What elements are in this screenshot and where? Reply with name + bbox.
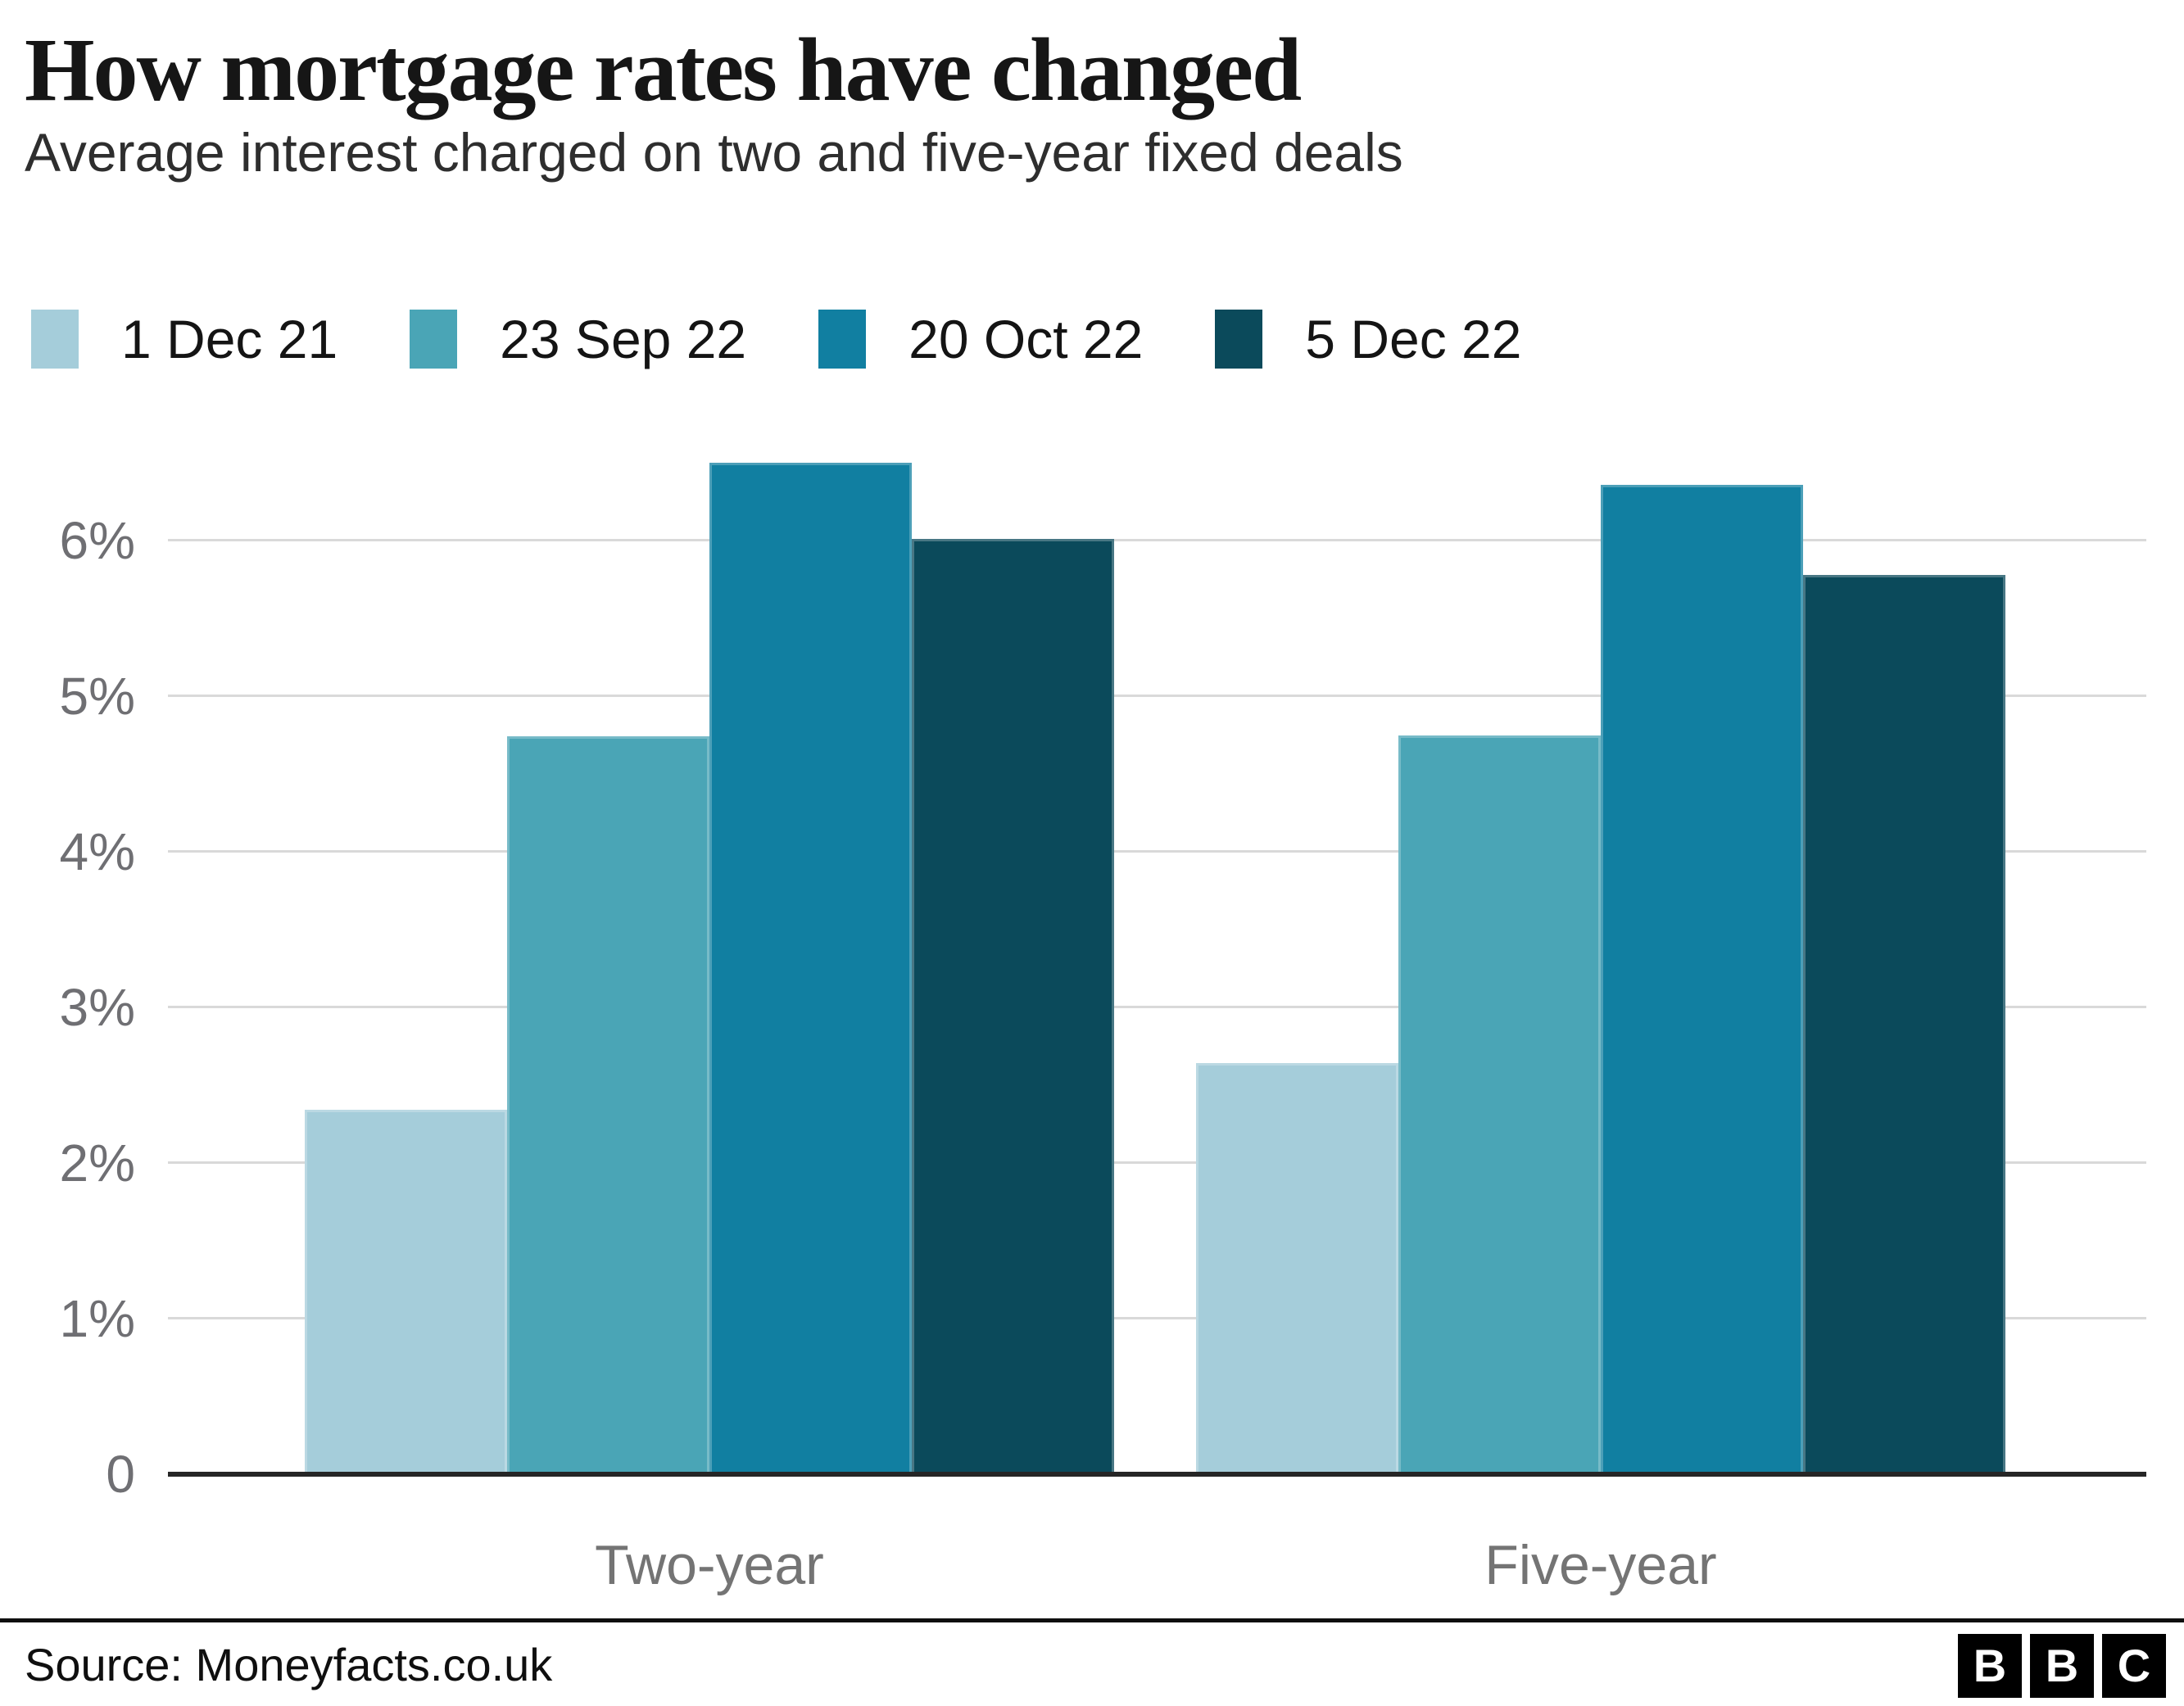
bar-five-year-20oct22 bbox=[1601, 484, 1803, 1474]
chart-subtitle: Average interest charged on two and five… bbox=[25, 122, 1403, 183]
y-tick-5pct: 5% bbox=[59, 667, 136, 726]
chart-title: How mortgage rates have changed bbox=[25, 20, 1302, 120]
footer-divider bbox=[0, 1618, 2184, 1622]
legend-swatch-20oct22 bbox=[818, 310, 867, 369]
bar-two-year-20oct22 bbox=[709, 463, 912, 1474]
legend-label-23sep22: 23 Sep 22 bbox=[500, 309, 747, 369]
bbc-logo-block-b2: B bbox=[2030, 1634, 2094, 1698]
bbc-logo-block-b1: B bbox=[1958, 1634, 2022, 1698]
y-axis-labels: 6% 5% 4% 3% 2% 1% 0 bbox=[25, 425, 136, 1500]
gridline-2pct bbox=[168, 1161, 2146, 1164]
gridline-1pct bbox=[168, 1317, 2146, 1319]
legend-item-23sep22: 23 Sep 22 bbox=[410, 308, 746, 370]
bbc-logo-letter-b1: B bbox=[1973, 1640, 2007, 1691]
legend-item-5dec22: 5 Dec 22 bbox=[1215, 308, 1521, 370]
bar-two-year-1dec21 bbox=[305, 1110, 507, 1474]
legend-swatch-23sep22 bbox=[410, 310, 458, 369]
plot-area: Two-year Five-year bbox=[168, 425, 2146, 1596]
y-tick-4pct: 4% bbox=[59, 822, 136, 881]
category-label-five-year: Five-year bbox=[1484, 1534, 1717, 1596]
bbc-logo: B B C bbox=[1958, 1634, 2166, 1698]
legend-label-1dec21: 1 Dec 21 bbox=[121, 309, 338, 369]
bbc-logo-letter-c: C bbox=[2117, 1640, 2151, 1691]
source-attribution: Source: Moneyfacts.co.uk bbox=[25, 1639, 553, 1690]
bar-five-year-23sep22 bbox=[1398, 735, 1601, 1474]
legend-swatch-1dec21 bbox=[31, 310, 79, 369]
gridline-6pct bbox=[168, 539, 2146, 541]
bar-two-year-5dec22 bbox=[912, 539, 1114, 1474]
bar-five-year-1dec21 bbox=[1196, 1063, 1398, 1474]
bar-group-two-year bbox=[305, 463, 1114, 1474]
legend-label-5dec22: 5 Dec 22 bbox=[1305, 309, 1522, 369]
y-tick-2pct: 2% bbox=[59, 1134, 136, 1192]
gridline-5pct bbox=[168, 695, 2146, 697]
legend: 1 Dec 21 23 Sep 22 20 Oct 22 5 Dec 22 bbox=[31, 308, 1521, 370]
bbc-logo-block-c: C bbox=[2102, 1634, 2166, 1698]
y-tick-0: 0 bbox=[106, 1445, 135, 1504]
legend-item-1dec21: 1 Dec 21 bbox=[31, 308, 338, 370]
bar-five-year-5dec22 bbox=[1803, 574, 2005, 1474]
gridline-4pct bbox=[168, 850, 2146, 853]
x-axis-baseline bbox=[168, 1472, 2146, 1477]
legend-item-20oct22: 20 Oct 22 bbox=[818, 308, 1143, 370]
y-tick-1pct: 1% bbox=[59, 1289, 136, 1348]
y-tick-3pct: 3% bbox=[59, 978, 136, 1037]
bbc-logo-letter-b2: B bbox=[2045, 1640, 2079, 1691]
legend-swatch-5dec22 bbox=[1215, 310, 1263, 369]
bar-two-year-23sep22 bbox=[507, 736, 709, 1474]
category-label-two-year: Two-year bbox=[595, 1534, 824, 1596]
y-tick-6pct: 6% bbox=[59, 511, 136, 570]
legend-label-20oct22: 20 Oct 22 bbox=[908, 309, 1144, 369]
bar-group-five-year bbox=[1196, 484, 2005, 1474]
gridline-3pct bbox=[168, 1006, 2146, 1008]
